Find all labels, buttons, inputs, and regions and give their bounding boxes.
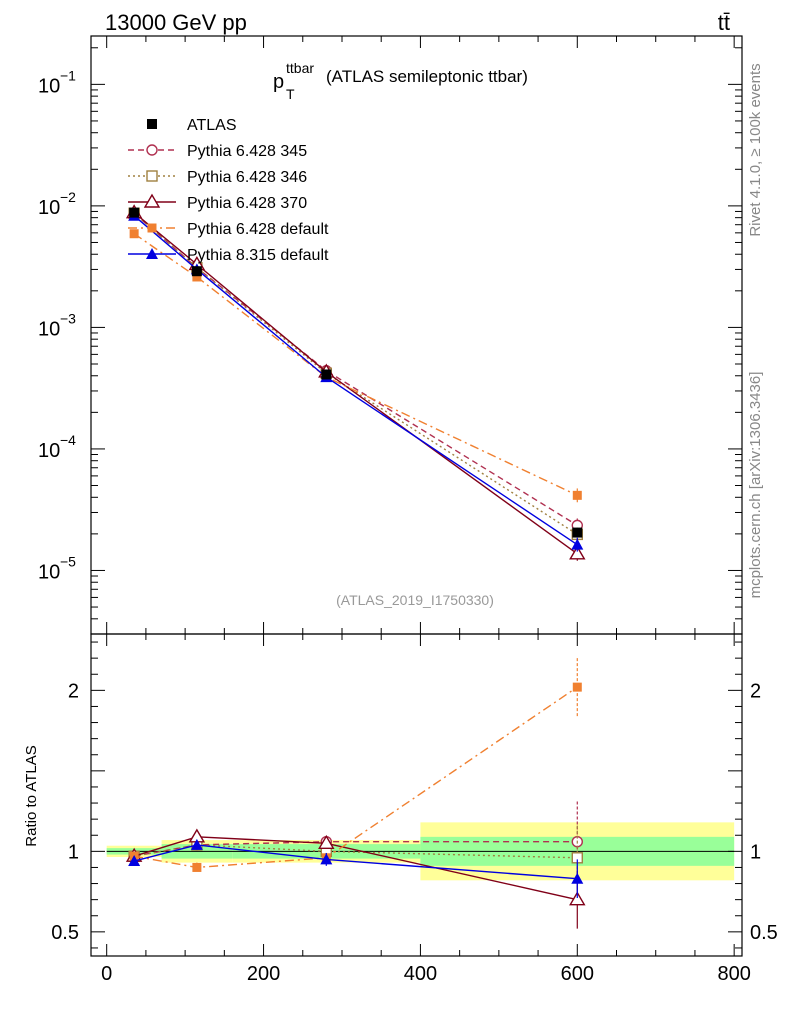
ratio-point (190, 838, 203, 850)
series-point (571, 538, 584, 550)
x-tick-label: 400 (404, 963, 437, 985)
ratio-point (572, 682, 582, 692)
legend-label: ATLAS (187, 117, 237, 134)
ratio-point (192, 862, 202, 872)
y-tick-label-exponent: −3 (60, 310, 76, 326)
ratio-y-tick-label-right: 2 (750, 680, 761, 702)
y-tick-label-exponent: −2 (60, 189, 76, 205)
process-label: tt̄ (718, 10, 730, 35)
legend-label: Pythia 6.428 346 (187, 169, 307, 186)
y-tick-label: 10 (38, 440, 60, 462)
title-subscript: T (286, 86, 295, 102)
main-panel-series (125, 204, 586, 561)
title-main: p (273, 71, 284, 93)
x-tick-label: 600 (561, 963, 594, 985)
ratio-point (569, 891, 586, 906)
x-tick-label: 800 (717, 963, 750, 985)
x-tick-label: 200 (247, 963, 280, 985)
ratio-point (128, 855, 141, 867)
series-line (133, 212, 578, 535)
legend: ATLAS Pythia 6.428 345 Pythia 6.428 346 Pyt… (128, 117, 329, 264)
series-line (133, 233, 578, 496)
legend-label: Pythia 6.428 345 (187, 143, 307, 160)
analysis-watermark: (ATLAS_2019_I1750330) (336, 592, 494, 608)
ratio-y-tick-label-right: 1 (750, 841, 761, 863)
ratio-line (133, 836, 578, 901)
ratio-line (134, 844, 578, 859)
plot-title: p T ttbar (ATLAS semileptonic ttbar) (273, 60, 528, 102)
legend-label: Pythia 6.428 default (187, 221, 329, 238)
ratio-line (133, 844, 578, 880)
collision-energy-label: 13000 GeV pp (105, 10, 247, 35)
legend-marker (147, 119, 157, 129)
y-tick-label-exponent: −1 (60, 67, 76, 83)
series-point (569, 545, 586, 560)
rivet-version-label: Rivet 4.1.0, ≥ 100k events (747, 63, 764, 236)
title-description: (ATLAS semileptonic ttbar) (326, 67, 528, 86)
legend-marker (146, 144, 158, 156)
data-point (321, 369, 332, 380)
mcplots-source-label: mcplots.cern.ch [arXiv:1306.3436] (747, 372, 764, 599)
title-superscript: ttbar (286, 60, 314, 76)
ratio-point (318, 834, 335, 849)
y-tick-label-exponent: −5 (60, 553, 76, 569)
series-line (133, 212, 578, 555)
ratio-y-tick-label: 1 (68, 841, 79, 863)
y-tick-label: 10 (38, 197, 60, 219)
legend-label: Pythia 6.428 370 (187, 195, 307, 212)
svg-text:p: p (273, 71, 284, 93)
data-point (129, 207, 140, 218)
legend-marker (146, 248, 158, 259)
series-line (133, 215, 578, 546)
y-tick-label: 10 (38, 318, 60, 340)
series-point (572, 490, 582, 500)
legend-marker (143, 193, 161, 208)
x-tick-label: 0 (101, 963, 112, 985)
ratio-panel-frame (90, 633, 743, 957)
ratio-y-tick-label: 0.5 (51, 922, 79, 944)
ratio-panel-series (125, 658, 586, 929)
legend-label: Pythia 8.315 default (187, 247, 329, 264)
ratio-y-tick-label-right: 0.5 (750, 922, 778, 944)
legend-marker (147, 223, 157, 233)
ratio-point (571, 872, 584, 884)
ratio-y-axis-label: Ratio to ATLAS (23, 745, 40, 846)
ratio-point (320, 853, 333, 865)
y-tick-label: 10 (38, 561, 60, 583)
ratio-line (134, 686, 578, 869)
data-point (572, 527, 583, 538)
series-point (129, 229, 139, 239)
ratio-y-tick-label: 2 (68, 680, 79, 702)
y-tick-label-exponent: −4 (60, 432, 76, 448)
legend-marker (146, 170, 158, 182)
y-tick-label: 10 (38, 75, 60, 97)
data-point (191, 266, 202, 277)
